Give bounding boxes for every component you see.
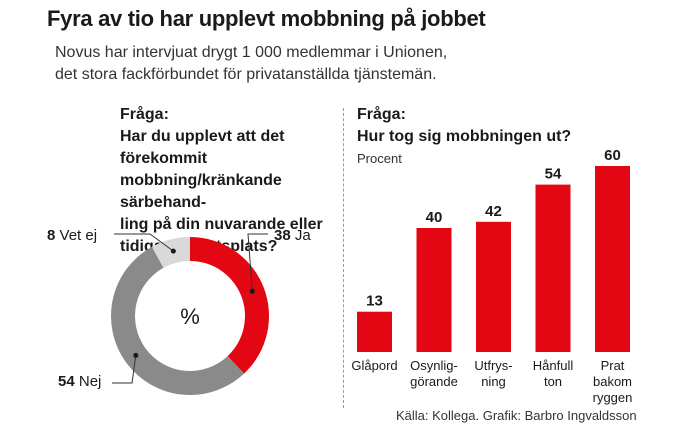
bar [416,228,452,352]
bar-category-label: Utfrys- [474,358,512,373]
donut-leader-dot [249,288,255,294]
donut-leader-dot [170,248,176,254]
bar-category-label: Prat [601,358,625,373]
bar-category-label: ryggen [593,390,633,405]
bar-value-label: 42 [485,203,502,220]
subtitle-line-1: Novus har intervjuat drygt 1 000 medlemm… [55,44,448,61]
bar [357,311,392,352]
bar-category-label: Hånfull [533,358,574,373]
donut-label-vet-ej: 8 Vet ej [47,227,98,244]
bar [476,221,511,352]
donut-leader-line [247,233,268,292]
right-question-label: Fråga: [357,106,406,123]
donut-leader-line [114,233,174,252]
bar [535,184,571,352]
chart-title: Fyra av tio har upplevt mobbning på jobb… [47,6,486,31]
bar-category-label: Osynlig- [410,358,458,373]
subtitle-line-2: det stora fackförbundet för privatanstäl… [55,66,437,83]
bar-value-label: 60 [604,147,621,164]
left-question-line-1: Har du upplevt att det förekommit [120,128,285,167]
donut-slice-nej [111,246,245,395]
donut-slice-ja [190,237,270,374]
bar-category-label: görande [410,374,458,389]
bar [595,166,630,352]
bar-category-label: ning [481,374,506,389]
left-question-line-3: ling på din nuvarande eller [120,216,323,233]
donut-leader-line [112,355,137,384]
bar-value-label: 40 [426,209,443,226]
bar-unit-label: Procent [357,151,402,166]
donut-label-nej: 54 Nej [58,373,102,390]
bar-value-label: 13 [366,293,383,310]
chart-subtitle: Novus har intervjuat drygt 1 000 medlemm… [55,42,447,86]
panel-divider [343,108,344,408]
donut-label-ja: 38 Ja [274,227,311,244]
bar-category-label: ton [544,374,562,389]
right-question: Fråga: Hur tog sig mobbningen ut? [357,104,657,148]
donut-leader-dot [133,352,139,358]
left-question-label: Fråga: [120,106,169,123]
donut-center-label: % [180,304,200,329]
bar-category-label: bakom [593,374,632,389]
source-note: Källa: Kollega. Grafik: Barbro Ingvaldss… [396,408,637,423]
donut-slice-vet-ej [151,237,190,268]
bar-value-label: 54 [545,166,562,183]
left-question-line-2: mobbning/kränkande särbehand- [120,172,282,211]
right-question-text: Hur tog sig mobbningen ut? [357,128,572,145]
bar-category-label: Glåpord [351,358,397,373]
